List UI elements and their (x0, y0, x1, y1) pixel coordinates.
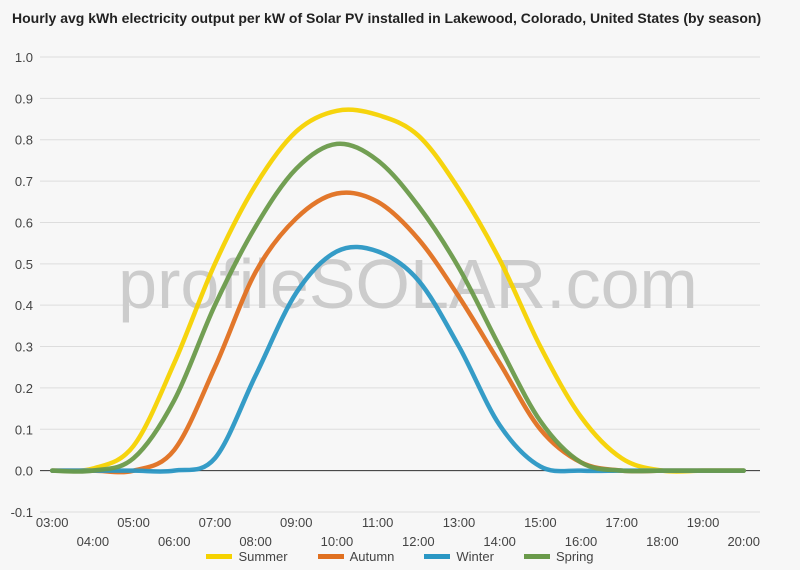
y-tick-label: 0.2 (15, 381, 33, 396)
series-line-summer (49, 107, 746, 474)
x-tick-label: 13:00 (443, 515, 476, 530)
x-tick-label: 19:00 (687, 515, 720, 530)
y-tick-label: 0.1 (15, 422, 33, 437)
series-lines (49, 107, 746, 475)
y-tick-label: 0.9 (15, 91, 33, 106)
x-tick-label: 04:00 (77, 534, 110, 549)
x-tick-label: 09:00 (280, 515, 313, 530)
x-tick-label: 03:00 (36, 515, 69, 530)
x-tick-label: 15:00 (524, 515, 557, 530)
y-tick-label: 0.8 (15, 133, 33, 148)
legend-item-spring[interactable]: Spring (523, 549, 594, 564)
x-tick-label: 07:00 (199, 515, 232, 530)
series-line-spring (49, 141, 746, 474)
y-tick-label: 0.6 (15, 215, 33, 230)
y-tick-label: 0.3 (15, 340, 33, 355)
legend-item-autumn[interactable]: Autumn (317, 549, 395, 564)
x-tick-label: 16:00 (565, 534, 598, 549)
y-tick-label: 0.4 (15, 298, 33, 313)
y-tick-labels: -0.1 0.0 0.1 0.2 0.3 0.4 0.5 0.6 0.7 0.8 0.9 1.0 (11, 50, 33, 520)
legend-swatch (424, 554, 451, 559)
legend-swatch (206, 554, 233, 559)
legend-item-winter[interactable]: Winter (424, 549, 494, 564)
chart-title: Hourly avg kWh electricity output per kW… (12, 10, 762, 26)
legend-swatch (523, 554, 550, 559)
y-tick-label: 1.0 (15, 50, 33, 65)
x-tick-label: 11:00 (362, 515, 394, 530)
y-tick-label: 0.0 (15, 464, 33, 479)
legend-label: Winter (456, 549, 494, 564)
legend-label: Spring (555, 549, 594, 564)
legend-label: Summer (238, 549, 288, 564)
x-tick-label: 12:00 (402, 534, 435, 549)
x-tick-labels: 03:00 04:00 05:00 06:00 07:00 08:00 09:00 10:00… (36, 515, 760, 549)
x-tick-label: 06:00 (158, 534, 191, 549)
legend-item-summer[interactable]: Summer (206, 549, 288, 564)
x-tick-label: 10:00 (321, 534, 354, 549)
x-tick-label: 05:00 (117, 515, 150, 530)
legend-swatch (317, 554, 344, 559)
x-tick-label: 17:00 (605, 515, 638, 530)
legend-label: Autumn (349, 549, 395, 564)
y-tick-label: -0.1 (11, 505, 33, 520)
y-tick-label: 0.7 (15, 174, 33, 189)
y-tick-label: 0.5 (15, 257, 33, 272)
x-tick-label: 18:00 (646, 534, 679, 549)
x-tick-label: 20:00 (727, 534, 760, 549)
x-tick-label: 14:00 (483, 534, 516, 549)
x-tick-label: 08:00 (239, 534, 272, 549)
legend: Summer Autumn Winter Spring (0, 549, 800, 564)
